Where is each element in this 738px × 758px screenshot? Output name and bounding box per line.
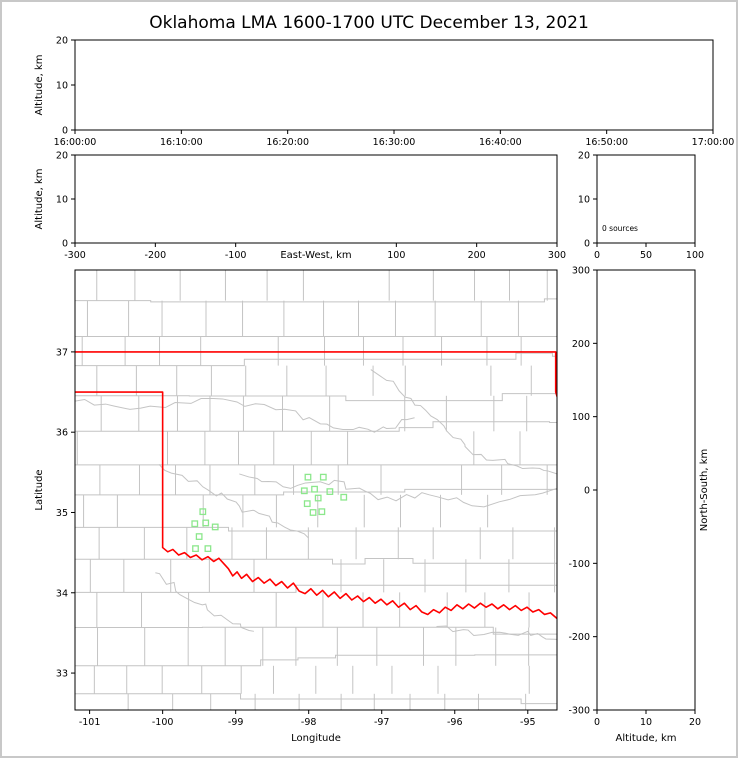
- x-tick-label: 20: [689, 717, 701, 728]
- x-tick-label: 17:00:00: [692, 137, 735, 148]
- x-tick-label: 0: [594, 717, 600, 728]
- y-tick-label: 10: [578, 195, 590, 206]
- altitude-histogram-panel: 0 50 100 0 10 20 0 sources: [578, 151, 704, 262]
- station-marker: [340, 493, 348, 501]
- y-tick-label: -100: [568, 559, 590, 570]
- x-tick-label: -95: [520, 717, 536, 728]
- x-tick-label: 16:40:00: [479, 137, 522, 148]
- x-tick-label: 100: [686, 250, 704, 261]
- station-marker: [319, 473, 327, 481]
- y-tick-label: -200: [568, 632, 590, 643]
- figure-title: Oklahoma LMA 1600-1700 UTC December 13, …: [149, 13, 589, 33]
- y-tick-label: 37: [56, 347, 68, 358]
- y-tick-label: 20: [56, 36, 68, 47]
- station-marker: [211, 523, 219, 531]
- x-axis-label: Longitude: [291, 733, 341, 744]
- station-markers: [191, 473, 348, 553]
- y-tick-label: 0: [584, 239, 590, 250]
- time-height-panel: 16:00:00 16:10:00 16:20:00 16:30:00 16:40:00…: [34, 36, 734, 149]
- station-marker: [300, 487, 308, 495]
- x-tick-label: -98: [301, 717, 317, 728]
- y-tick-label: 0: [62, 239, 68, 250]
- y-axis-label: Altitude, km: [34, 169, 45, 230]
- x-tick-label: 16:50:00: [585, 137, 628, 148]
- station-marker: [204, 545, 212, 553]
- x-axis-label: Altitude, km: [616, 733, 677, 744]
- x-tick-label: 100: [387, 250, 405, 261]
- east-west-height-plot-area: [75, 155, 557, 243]
- y-tick-label: 35: [56, 508, 68, 519]
- y-tick-label: 36: [56, 428, 68, 439]
- height-north-south-panel: 0 10 20 -300 -200 -100 0 100 200 300 Altitude, km N…: [568, 266, 710, 745]
- y-axis-label: Latitude: [34, 469, 45, 510]
- plan-view-frame: [74, 269, 558, 711]
- river-line: [370, 369, 557, 475]
- x-tick-label: -96: [447, 717, 463, 728]
- river-line: [75, 397, 415, 433]
- station-marker: [195, 533, 203, 540]
- y-axis-label: Altitude, km: [34, 55, 45, 116]
- x-tick-label: -99: [228, 717, 244, 728]
- y-tick-label: 300: [572, 266, 590, 277]
- plan-view-plot-area: [75, 270, 557, 710]
- altitude-histogram-plot-area: [597, 155, 695, 243]
- y-tick-label: 20: [578, 151, 590, 162]
- river-line: [158, 463, 310, 539]
- y-tick-label: -300: [568, 706, 590, 717]
- x-tick-label: 200: [468, 250, 486, 261]
- state-border: [75, 351, 557, 620]
- x-tick-label: 300: [548, 250, 566, 261]
- x-tick-label: -200: [145, 250, 167, 261]
- county-lines: [75, 270, 557, 710]
- river-line: [155, 572, 254, 632]
- x-tick-label: -300: [64, 250, 86, 261]
- station-marker: [303, 500, 311, 508]
- x-tick-label: 16:20:00: [266, 137, 309, 148]
- y-tick-label: 34: [56, 588, 68, 599]
- station-marker: [192, 545, 199, 553]
- y-tick-label: 100: [572, 412, 590, 423]
- y-tick-label: 33: [56, 669, 68, 680]
- state-border-line: [75, 391, 557, 620]
- state-border-line: [75, 351, 557, 400]
- river-lines: [75, 369, 557, 640]
- y-tick-label: 10: [56, 81, 68, 92]
- station-marker: [309, 509, 317, 516]
- x-tick-label: -97: [374, 717, 390, 728]
- station-marker: [202, 519, 210, 527]
- x-tick-label: 0: [594, 250, 600, 261]
- x-tick-label: 10: [640, 717, 652, 728]
- x-tick-label: 16:10:00: [160, 137, 203, 148]
- height-north-south-plot-area: [597, 270, 695, 710]
- river-line: [239, 473, 557, 508]
- x-axis-label: East-West, km: [280, 250, 351, 261]
- y-tick-label: 200: [572, 339, 590, 350]
- y-tick-label: 0: [62, 126, 68, 137]
- x-tick-label: -101: [79, 717, 101, 728]
- x-tick-label: 16:30:00: [373, 137, 416, 148]
- time-height-plot-area: [75, 40, 713, 130]
- map-layers: [75, 270, 557, 710]
- y-tick-label: 10: [56, 195, 68, 206]
- x-tick-label: 16:00:00: [54, 137, 97, 148]
- station-marker: [318, 508, 326, 516]
- y-axis-label: North-South, km: [699, 449, 710, 532]
- sources-count-annotation: 0 sources: [602, 224, 638, 233]
- station-marker: [199, 508, 207, 516]
- station-marker: [304, 473, 312, 481]
- x-tick-label: -100: [225, 250, 247, 261]
- river-line: [436, 625, 557, 640]
- y-tick-label: 0: [584, 486, 590, 497]
- east-west-height-panel: -300 -200 -100 100 200 300 0 10 20 East-West, km A…: [34, 151, 566, 262]
- station-marker: [191, 520, 199, 528]
- y-tick-label: 20: [56, 151, 68, 162]
- x-tick-label: -100: [152, 717, 174, 728]
- plan-view-panel: -101 -100 -99 -98 -97 -96 -95 33 34 35 36 37 Longitu…: [34, 269, 558, 744]
- x-tick-label: 50: [640, 250, 652, 261]
- station-marker: [326, 488, 334, 496]
- station-marker: [311, 485, 318, 493]
- station-marker: [314, 494, 322, 502]
